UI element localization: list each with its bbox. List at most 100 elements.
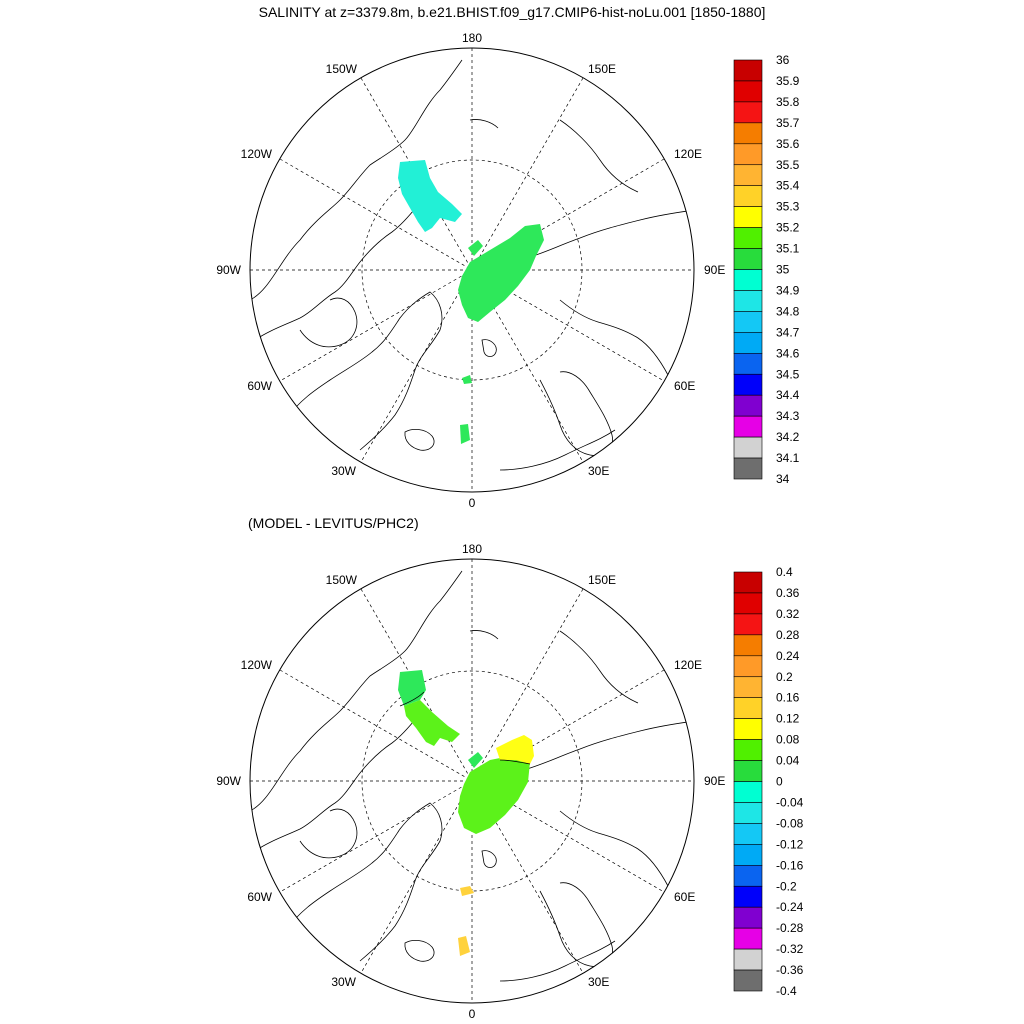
- bottom-label-30e: 30E: [588, 975, 609, 989]
- top-colorbar: 36 35.9 35.8 35.7 35.6 35.5 35.4 35.3 35.2 35.1 35…: [733, 53, 800, 486]
- top-colorbar-swatch: [733, 80, 763, 103]
- top-colorbar-tick-label: 34.9: [776, 283, 800, 297]
- diff-patch-green-small: [468, 752, 483, 768]
- bottom-colorbar-tick-label: 0.32: [776, 607, 800, 621]
- top-colorbar-tick-label: 35.4: [776, 179, 800, 193]
- bottom-label-180: 180: [462, 542, 482, 556]
- bottom-colorbar-swatch: [733, 781, 763, 803]
- top-map-boundary: [249, 47, 695, 493]
- bottom-label-60e: 60E: [674, 890, 695, 904]
- bottom-colorbar-swatch: [733, 760, 763, 782]
- top-colorbar-tick-label: 35.7: [776, 116, 800, 130]
- bottom-colorbar-tick-label: 0.36: [776, 586, 800, 600]
- top-colorbar-swatch: [733, 248, 763, 270]
- top-coastlines: [250, 59, 694, 471]
- top-colorbar-swatch: [733, 164, 763, 187]
- top-label-90e: 90E: [704, 263, 725, 277]
- salinity-patch-green-south-1: [462, 375, 472, 384]
- top-label-90w: 90W: [216, 263, 241, 277]
- bottom-colorbar-swatch: [733, 676, 763, 699]
- bottom-colorbar-tick-label: 0.04: [776, 754, 800, 768]
- bottom-colorbar-swatch: [733, 718, 763, 740]
- bottom-label-90w: 90W: [216, 774, 241, 788]
- bottom-label-120w: 120W: [241, 658, 273, 672]
- top-colorbar-swatch: [733, 227, 763, 249]
- top-colorbar-tick-label: 36: [776, 53, 790, 67]
- bottom-colorbar-swatch: [733, 634, 763, 657]
- bottom-colorbar-swatch: [733, 823, 763, 845]
- top-colorbar-tick-label: 34.2: [776, 430, 800, 444]
- diff-patch-yellow: [496, 735, 534, 764]
- diff-patch-light-green-west: [404, 700, 460, 746]
- bottom-colorbar-tick-label: 0.4: [776, 565, 793, 579]
- difference-subtitle: (MODEL - LEVITUS/PHC2): [248, 515, 419, 531]
- top-label-30w: 30W: [331, 464, 356, 478]
- bottom-label-120e: 120E: [674, 658, 702, 672]
- bottom-colorbar-tick-label: 0.24: [776, 649, 800, 663]
- bottom-colorbar-swatch: [733, 844, 763, 866]
- bottom-colorbar-tick-label: 0.28: [776, 628, 800, 642]
- bottom-colorbar-swatch: [733, 592, 763, 615]
- top-colorbar-swatch: [733, 415, 763, 438]
- salinity-patch-green-main: [458, 224, 544, 322]
- top-colorbar-tick-label: 34.4: [776, 388, 800, 402]
- bottom-colorbar-tick-label: -0.12: [776, 837, 804, 851]
- bottom-colorbar-swatch: [733, 969, 763, 992]
- bottom-colorbar-tick-label: -0.4: [776, 984, 797, 998]
- top-colorbar-tick-label: 35.1: [776, 242, 800, 256]
- diff-patch-dark-green: [398, 670, 426, 706]
- bottom-colorbar-swatch: [733, 948, 763, 971]
- top-label-30e: 30E: [588, 464, 609, 478]
- bottom-colorbar-swatch: [733, 571, 763, 594]
- salinity-patch-cyan: [398, 160, 462, 232]
- top-label-120w: 120W: [241, 147, 273, 161]
- top-colorbar-swatch: [733, 436, 763, 459]
- top-colorbar-swatch: [733, 122, 763, 145]
- bottom-coastlines: [250, 570, 694, 982]
- bottom-colorbar-swatch: [733, 802, 763, 824]
- bottom-colorbar-tick-label: -0.2: [776, 879, 797, 893]
- top-colorbar-swatch: [733, 143, 763, 166]
- salinity-patch-green-south-2: [460, 424, 470, 444]
- top-colorbar-tick-label: 35.6: [776, 137, 800, 151]
- top-colorbar-tick-label: 34.7: [776, 325, 800, 339]
- plot-title: SALINITY at z=3379.8m, b.e21.BHIST.f09_g…: [258, 4, 766, 20]
- bottom-colorbar-tick-label: -0.32: [776, 942, 804, 956]
- top-colorbar-swatch: [733, 206, 763, 228]
- top-label-60e: 60E: [674, 379, 695, 393]
- diff-patch-gold-2: [458, 936, 470, 956]
- top-colorbar-tick-label: 35.5: [776, 158, 800, 172]
- top-colorbar-swatch: [733, 59, 763, 82]
- top-colorbar-tick-label: 34.6: [776, 346, 800, 360]
- bottom-label-0: 0: [469, 1007, 476, 1021]
- top-colorbar-tick-label: 35.8: [776, 95, 800, 109]
- diff-patch-light-green-main: [458, 756, 530, 834]
- top-colorbar-tick-label: 34.8: [776, 304, 800, 318]
- bottom-colorbar-tick-label: 0: [776, 775, 783, 789]
- bottom-label-150w: 150W: [326, 573, 358, 587]
- bottom-colorbar-tick-label: -0.04: [776, 795, 804, 809]
- bottom-colorbar-tick-label: -0.36: [776, 963, 804, 977]
- bottom-colorbar-swatch: [733, 885, 763, 908]
- top-colorbar-swatch: [733, 101, 763, 124]
- bottom-colorbar-tick-label: 0.16: [776, 691, 800, 705]
- bottom-colorbar-swatch: [733, 927, 763, 950]
- bottom-colorbar-tick-label: 0.08: [776, 733, 800, 747]
- top-colorbar-swatch: [733, 311, 763, 333]
- diff-patch-gold-1: [460, 886, 474, 896]
- top-colorbar-tick-label: 34: [776, 472, 790, 486]
- top-salinity-field: [398, 160, 544, 444]
- bottom-colorbar-tick-label: 0.2: [776, 670, 793, 684]
- bottom-zero-contours: [399, 691, 531, 765]
- top-colorbar-swatch: [733, 290, 763, 312]
- top-colorbar-swatch: [733, 394, 763, 417]
- top-colorbar-tick-label: 35.9: [776, 74, 800, 88]
- bottom-label-30w: 30W: [331, 975, 356, 989]
- bottom-label-150e: 150E: [588, 573, 616, 587]
- bottom-colorbar: 0.4 0.36 0.32 0.28 0.24 0.2 0.16 0.12 0.08 0.04 0 -…: [733, 565, 804, 998]
- top-label-150w: 150W: [326, 62, 358, 76]
- bottom-colorbar-swatch: [733, 697, 763, 719]
- bottom-polar-map: 180 0 90W 90E 150W 150E 120W 120E 60W 60…: [216, 542, 725, 1021]
- top-colorbar-tick-label: 34.5: [776, 367, 800, 381]
- top-colorbar-tick-label: 35: [776, 263, 790, 277]
